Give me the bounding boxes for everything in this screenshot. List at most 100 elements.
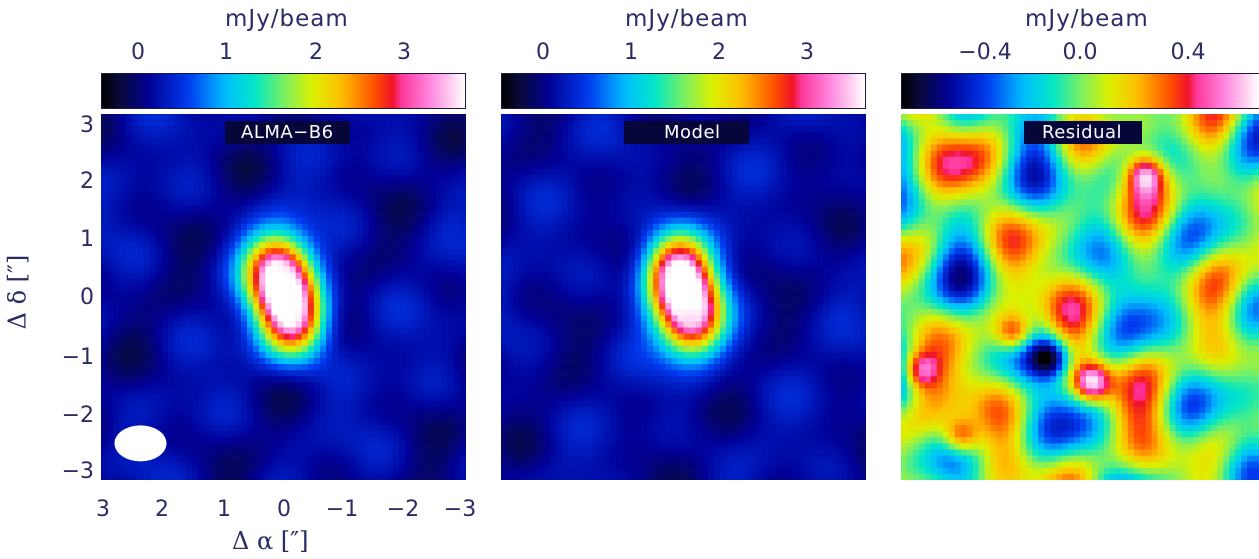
alma-cell <box>101 455 108 463</box>
alma-cell <box>338 260 345 268</box>
alma-cell <box>247 168 254 176</box>
alma-cell <box>417 114 425 121</box>
alma-cell <box>453 315 461 322</box>
alma-cell <box>459 248 466 255</box>
model-cell <box>549 205 557 213</box>
alma-cell <box>295 449 303 457</box>
alma-cell <box>313 278 321 286</box>
alma-cell <box>332 461 339 469</box>
model-cell <box>847 223 855 231</box>
alma-cell <box>380 333 388 341</box>
model-cell <box>689 156 697 164</box>
alma-cell <box>362 266 370 274</box>
alma-cell <box>259 175 266 182</box>
model-cell <box>701 248 709 255</box>
alma-cell <box>417 162 425 170</box>
alma-cell <box>271 205 279 213</box>
alma-cell <box>417 388 425 396</box>
alma-cell <box>368 199 376 207</box>
alma-cell <box>149 162 157 170</box>
alma-cell <box>155 236 163 243</box>
alma-cell <box>368 321 376 329</box>
alma-cell <box>283 321 291 329</box>
alma-cell <box>155 309 163 316</box>
alma-cell <box>386 388 394 396</box>
model-cell <box>859 229 866 237</box>
alma-cell <box>344 339 352 347</box>
alma-cell <box>271 394 279 402</box>
model-cell <box>817 120 825 127</box>
alma-cell <box>338 455 345 463</box>
alma-cell <box>119 400 126 408</box>
alma-cell <box>326 266 333 274</box>
model-cell <box>513 236 520 243</box>
model-cell <box>507 181 514 188</box>
model-cell <box>555 217 563 225</box>
alma-cell <box>320 223 327 231</box>
alma-cell <box>107 297 114 304</box>
model-cell <box>653 242 660 249</box>
alma-cell <box>374 315 382 322</box>
alma-cell <box>374 351 382 359</box>
alma-cell <box>447 443 455 451</box>
model-cell <box>695 175 703 182</box>
alma-cell <box>399 126 406 133</box>
alma-cell <box>453 120 461 127</box>
alma-cell <box>198 431 206 438</box>
alma-cell <box>180 376 187 383</box>
alma-cell <box>399 290 406 298</box>
alma-cell <box>234 351 242 359</box>
model-cell <box>543 175 551 182</box>
model-cell <box>567 132 575 139</box>
model-cell <box>525 248 533 255</box>
alma-cell <box>234 388 242 396</box>
alma-cell <box>131 266 139 274</box>
alma-cell <box>271 199 279 207</box>
model-cell <box>841 150 849 158</box>
alma-cell <box>374 248 382 255</box>
model-cell <box>713 181 721 188</box>
alma-cell <box>161 339 169 347</box>
model-cell <box>561 199 569 207</box>
model-cell <box>628 175 636 182</box>
alma-cell <box>119 217 126 225</box>
alma-cell <box>143 297 151 304</box>
alma-cell <box>350 120 358 127</box>
model-cell <box>586 162 593 170</box>
model-cell <box>853 162 861 170</box>
alma-cell <box>435 461 443 469</box>
model-cell <box>805 248 812 255</box>
alma-cell <box>192 351 199 359</box>
alma-cell <box>326 187 333 194</box>
model-cell <box>671 193 679 200</box>
alma-cell <box>295 412 303 420</box>
model-cell <box>665 175 672 182</box>
alma-cell <box>198 425 206 432</box>
alma-cell <box>447 217 455 225</box>
model-cell <box>592 168 599 176</box>
alma-cell <box>277 345 285 353</box>
alma-cell <box>399 144 406 152</box>
model-cell <box>513 181 520 188</box>
model-cell <box>671 144 679 152</box>
alma-cell <box>283 351 291 359</box>
alma-cell <box>386 114 394 121</box>
alma-cell <box>295 248 303 255</box>
alma-cell <box>344 370 352 377</box>
alma-cell <box>143 242 151 249</box>
alma-cell <box>161 284 169 292</box>
alma-cell <box>161 144 169 152</box>
alma-cell <box>313 205 321 213</box>
alma-cell <box>277 382 285 390</box>
model-cell <box>671 211 679 219</box>
alma-cell <box>265 205 272 213</box>
model-cell <box>774 150 782 158</box>
alma-cell <box>271 419 279 426</box>
alma-cell <box>131 309 139 316</box>
model-cell <box>659 229 666 237</box>
model-cell <box>519 114 526 121</box>
alma-cell <box>228 419 236 426</box>
alma-cell <box>313 461 321 469</box>
model-cell <box>707 217 715 225</box>
alma-cell <box>429 370 437 377</box>
